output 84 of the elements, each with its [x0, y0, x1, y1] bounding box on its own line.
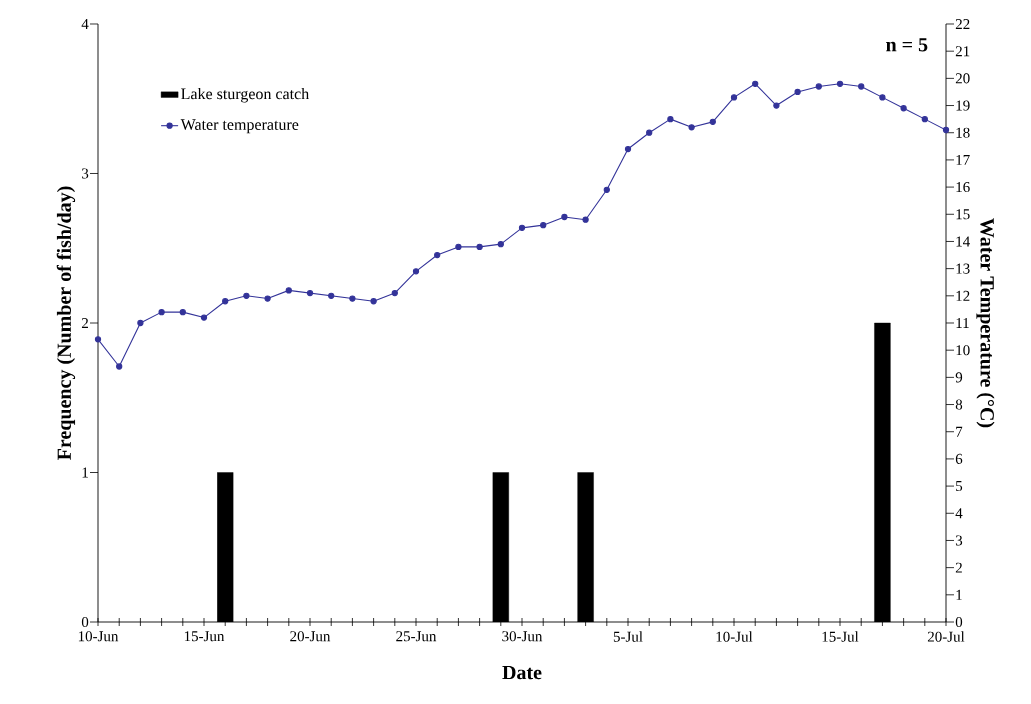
y2-tick-label: 16 [956, 182, 970, 193]
x-tick-label: 15-Jun [184, 631, 225, 642]
x-tick-label: 20-Jun [290, 631, 331, 642]
y-tick-label: 0 [81, 616, 89, 628]
point [243, 292, 250, 299]
y2-tick-label: 3 [955, 535, 963, 546]
x-tick-label: 10-Jun [78, 631, 119, 642]
point [561, 213, 568, 221]
point [200, 314, 208, 321]
y2-tick-label: 10 [956, 345, 970, 356]
point [921, 115, 928, 123]
point [858, 83, 865, 90]
point [603, 186, 610, 193]
y2-tick-label: 1 [956, 589, 962, 600]
point [497, 241, 504, 248]
y2-tick-label: 14 [956, 236, 970, 247]
y2-tick-label: 20 [955, 73, 970, 84]
x-tick-label: 15-Jul [822, 631, 859, 642]
annotation: n = 5 [886, 38, 928, 52]
y2-tick-label: 19 [956, 100, 970, 111]
point [582, 216, 589, 223]
y2-tick-label: 12 [956, 290, 970, 301]
y2-tick-label: 17 [956, 154, 970, 165]
y2-tick-label: 22 [955, 19, 970, 29]
y2-tick-label: 13 [956, 263, 970, 274]
point [137, 319, 144, 327]
point [518, 224, 526, 231]
point [773, 102, 780, 109]
point [836, 80, 844, 87]
point [391, 289, 398, 297]
y-axis-title: Frequency (Number of fish/day) [56, 186, 76, 460]
point [942, 126, 950, 134]
point [285, 287, 292, 294]
point [667, 115, 674, 123]
x-tick-label: 30-Jun [502, 631, 543, 642]
y2-tick-label: 7 [956, 426, 963, 437]
point [370, 298, 377, 305]
y-tick-label: 2 [81, 318, 88, 328]
y2-tick-label: 8 [955, 399, 963, 410]
x-tick-label: 25-Jun [396, 631, 437, 642]
point [434, 251, 441, 259]
legend-label: Water temperature [180, 119, 299, 134]
point [815, 83, 822, 90]
point [540, 222, 547, 229]
point [306, 289, 314, 297]
point [412, 268, 420, 275]
point [328, 292, 335, 299]
point [646, 129, 653, 136]
point [179, 308, 186, 316]
point [94, 336, 102, 343]
x-tick-label: 20-Jul [927, 631, 965, 642]
point [709, 118, 716, 125]
y2-tick-label: 9 [955, 372, 963, 383]
y-tick-label: 3 [82, 168, 89, 179]
point [794, 88, 801, 96]
y2-tick-label: 18 [956, 127, 970, 138]
point [730, 94, 738, 101]
point [116, 363, 123, 370]
y2-tick-label: 2 [955, 562, 962, 573]
y2-tick-label: 6 [955, 453, 963, 464]
point [476, 243, 483, 251]
point [752, 80, 759, 87]
x-axis-title: Date [502, 665, 542, 680]
y2-axis-title: Water Temperature (°C) [976, 218, 995, 428]
y-tick-label: 4 [81, 19, 89, 29]
x-tick-label: 5-Jul [613, 631, 643, 642]
y2-tick-label: 21 [955, 46, 970, 57]
point [349, 295, 356, 302]
point [900, 105, 907, 112]
point [158, 308, 165, 316]
point [222, 298, 229, 305]
y2-tick-label: 15 [956, 209, 970, 220]
point [688, 124, 695, 131]
x-tick-label: 10-Jul [716, 631, 753, 642]
point [455, 243, 462, 251]
point [624, 145, 632, 153]
y2-tick-label: 4 [955, 508, 963, 519]
y2-tick-label: 0 [955, 616, 963, 628]
y-tick-label: 1 [82, 467, 88, 478]
point [264, 295, 271, 302]
legend-label: Lake sturgeon catch [181, 87, 309, 103]
y2-tick-label: 5 [956, 481, 963, 492]
point [879, 94, 886, 101]
y2-tick-label: 11 [956, 318, 969, 328]
